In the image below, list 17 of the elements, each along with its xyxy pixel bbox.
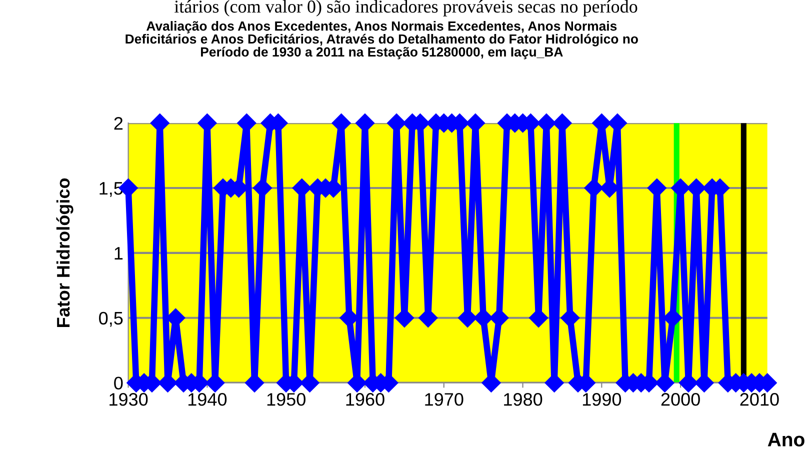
- x-tick-label: 1930: [110, 393, 148, 406]
- x-tick-label: 2000: [661, 393, 700, 406]
- y-tick-label: 0: [114, 376, 123, 390]
- x-tick-label: 1990: [582, 393, 622, 406]
- y-tick-label: 0,5: [99, 312, 123, 327]
- y-tick-label: 1: [114, 247, 123, 260]
- x-axis-title: Ano: [768, 432, 804, 446]
- x-tick-label: 2010: [740, 393, 779, 406]
- x-tick-label: 1960: [346, 393, 384, 406]
- y-tick-label: 2: [114, 117, 123, 130]
- x-tick-label: 1970: [425, 393, 464, 406]
- chart-title: Avaliação dos Anos Excedentes, Anos Normais Excedentes, Anos Normais Deficitários e Anos Deficitários, Através do Detalhamento do Fator Hidrológico no Período de 1930 a 2011 na Estação 51280000, em Iaçu_BA: [126, 21, 638, 60]
- x-tick-label: 1980: [504, 393, 542, 406]
- x-tick-label: 1950: [267, 393, 306, 406]
- x-tick-label: 1940: [188, 393, 227, 406]
- text: itários (com valor 0) são indicadores prováveis secas no período: [174, 0, 638, 16]
- y-axis-title: Fator Hidrológico: [56, 178, 74, 327]
